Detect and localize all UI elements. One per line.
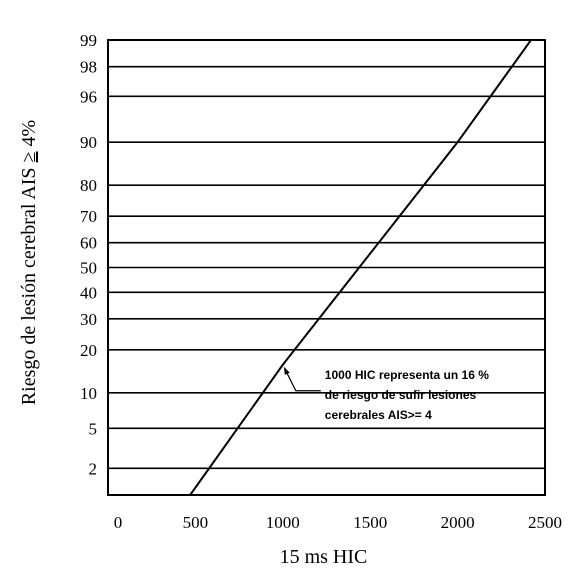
y-tick-label: 5 <box>89 419 98 438</box>
annotation-line: de riesgo de sufir lesiones <box>325 388 477 402</box>
y-tick-label: 10 <box>80 384 97 403</box>
y-tick-label: 96 <box>80 87 97 106</box>
y-axis-title-geq: ≥ <box>18 151 40 162</box>
annotation-pointer <box>285 370 321 392</box>
x-tick-label: 500 <box>183 513 209 532</box>
y-tick-label: 70 <box>80 207 97 226</box>
y-tick-label: 20 <box>80 341 97 360</box>
y-tick-label: 98 <box>80 58 97 77</box>
annotation: 1000 HIC representa un 16 % de riesgo de … <box>283 366 489 422</box>
y-tick-label: 30 <box>80 310 97 329</box>
plot-frame <box>107 39 546 496</box>
annotation-arrowhead <box>283 366 290 375</box>
y-tick-label: 60 <box>80 234 97 253</box>
x-tick-label: 2500 <box>528 513 562 532</box>
y-tick-label: 80 <box>80 176 97 195</box>
y-tick-label: 50 <box>80 259 97 278</box>
annotation-line: 1000 HIC representa un 16 % <box>325 368 489 382</box>
x-tick-label: 2000 <box>441 513 475 532</box>
y-axis-title-main: Riesgo de lesión cerebral AIS <box>18 162 40 405</box>
y-tick-labels: 2 5 10 20 30 40 50 60 70 80 90 96 98 99 <box>80 31 97 478</box>
y-axis-title-end: 4% <box>18 120 40 152</box>
x-axis-title: 15 ms HIC <box>280 546 368 568</box>
grid-lines <box>108 39 545 470</box>
x-tick-labels: 0 500 1000 1500 2000 2500 <box>114 513 562 532</box>
y-axis-title: Riesgo de lesión cerebral AIS ≥ 4% <box>18 120 40 405</box>
annotation-line: cerebrales AIS>= 4 <box>325 408 432 422</box>
y-tick-label: 99 <box>80 31 97 50</box>
x-tick-label: 1000 <box>266 513 300 532</box>
y-tick-label: 90 <box>80 133 97 152</box>
x-tick-label: 1500 <box>353 513 387 532</box>
y-tick-label: 2 <box>89 459 98 478</box>
x-tick-label: 0 <box>114 513 123 532</box>
y-tick-label: 40 <box>80 283 97 302</box>
risk-curve <box>189 39 532 496</box>
